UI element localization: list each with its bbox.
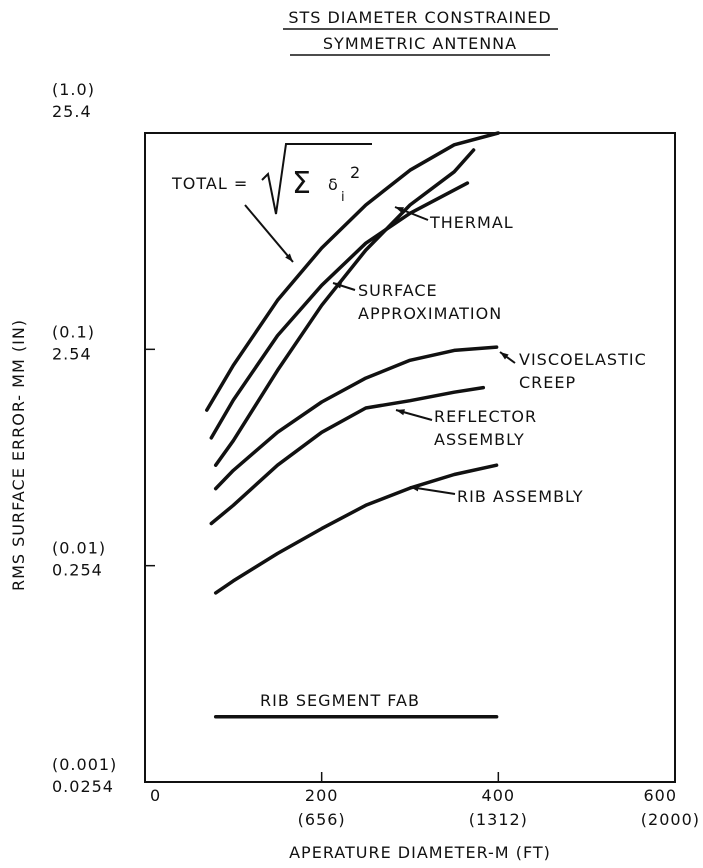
formula-sup: 2	[350, 163, 361, 182]
series-label: RIB SEGMENT FAB	[260, 691, 420, 710]
chart-title: SYMMETRIC ANTENNA	[323, 34, 517, 53]
series-label: THERMAL	[429, 213, 514, 232]
y-tick-label: 2.54	[52, 344, 92, 363]
x-tick-label: 400	[482, 786, 516, 805]
y-tick-label: (0.1)	[52, 322, 95, 341]
formula-delta: δ	[328, 175, 339, 194]
series-label: VISCOELASTIC	[519, 350, 647, 369]
radical	[261, 143, 372, 215]
y-tick-label: 25.4	[52, 102, 92, 121]
arrow-head	[285, 253, 293, 262]
arrow-head	[410, 485, 419, 492]
series-label: REFLECTOR	[434, 407, 537, 426]
x-axis-label: APERATURE DIAMETER-M (FT)	[289, 843, 551, 862]
arrow-head	[396, 409, 405, 416]
formula-sub: i	[341, 190, 346, 205]
x-tick-label: (656)	[298, 810, 346, 829]
x-tick-label: (1312)	[469, 810, 528, 829]
y-tick-label: 0.0254	[52, 777, 114, 796]
series-label: APPROXIMATION	[358, 304, 502, 323]
arrow-head	[333, 282, 342, 289]
series-label: SURFACE	[358, 281, 438, 300]
series-line	[213, 463, 499, 595]
series-label: TOTAL =	[171, 174, 248, 193]
series-line	[205, 131, 501, 412]
y-axis-label: RMS SURFACE ERROR- MM (IN)	[9, 319, 28, 591]
formula-sum: Σ	[292, 166, 312, 201]
plot-frame	[144, 132, 676, 783]
y-tick-label: (1.0)	[52, 80, 95, 99]
series-line	[213, 148, 476, 467]
label-arrow	[244, 204, 294, 263]
x-tick-label: 600	[643, 786, 677, 805]
y-tick-label: (0.001)	[52, 755, 117, 774]
series-line	[213, 345, 499, 491]
y-tick-label: (0.01)	[52, 539, 106, 558]
arrow-head	[500, 352, 509, 360]
series-line	[209, 385, 486, 526]
x-tick-label: 0	[150, 786, 161, 805]
series-label: CREEP	[519, 373, 576, 392]
y-tick-label: 0.254	[52, 561, 103, 580]
x-tick-label: 200	[305, 786, 339, 805]
series-label: ASSEMBLY	[434, 430, 525, 449]
series-label: RIB ASSEMBLY	[457, 487, 584, 506]
chart-title: STS DIAMETER CONSTRAINED	[288, 8, 551, 27]
x-tick-label: (2000)	[641, 810, 700, 829]
